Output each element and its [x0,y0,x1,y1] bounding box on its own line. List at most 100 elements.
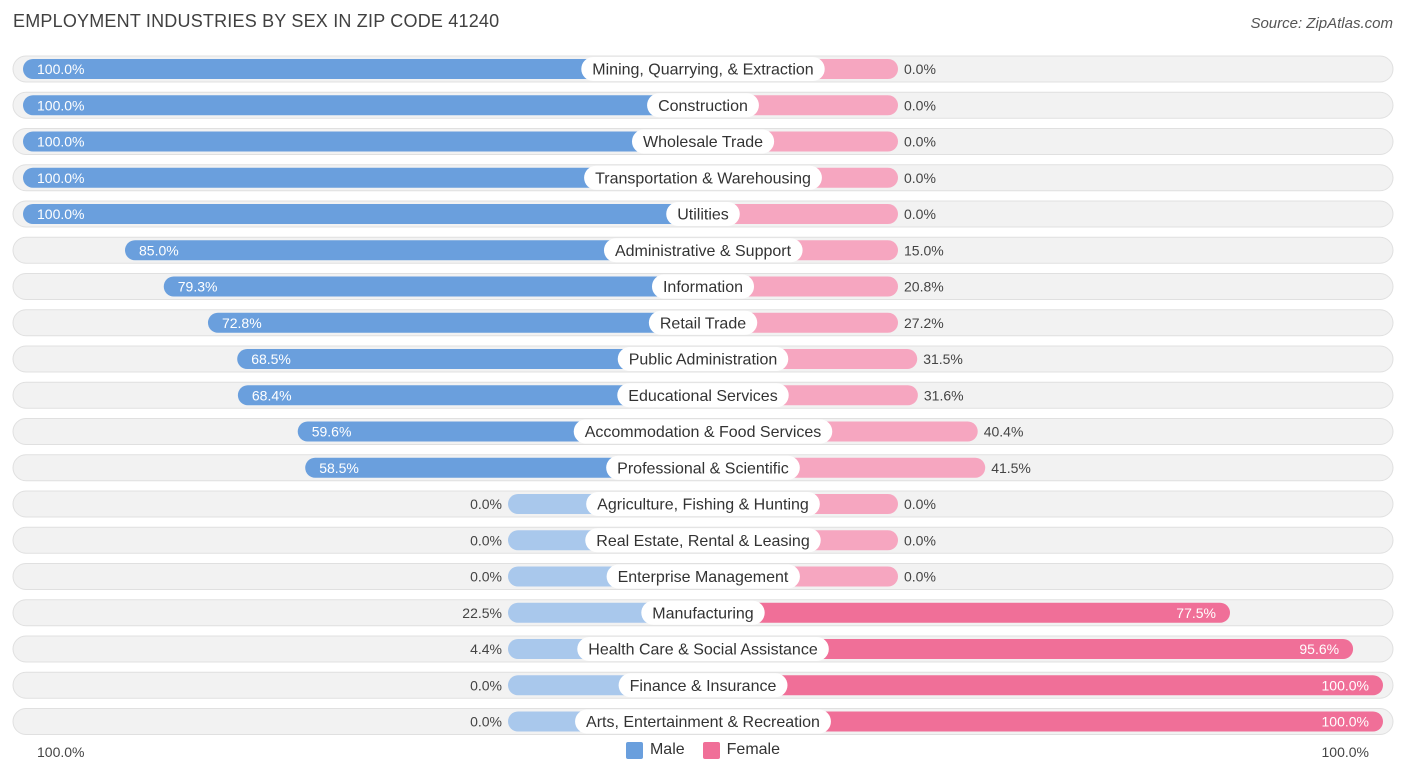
female-value-label: 0.0% [904,532,936,548]
category-label: Utilities [677,207,729,224]
male-value-label: 59.6% [312,424,352,440]
female-value-label: 95.6% [1299,641,1339,657]
male-bar [125,240,703,261]
male-value-label: 0.0% [470,677,502,693]
category-pill [581,57,825,81]
male-bar [305,457,703,478]
male-value-label: 85.0% [139,242,179,258]
category-label: Real Estate, Rental & Leasing [596,533,809,550]
female-value-label: 27.2% [904,315,944,331]
axis-left-label: 100.0% [37,744,85,760]
female-value-label: 0.0% [904,61,936,77]
male-value-label: 0.0% [470,569,502,585]
category-pill [617,383,789,408]
female-bar [703,204,898,224]
category-pill [606,455,800,480]
legend-item-female[interactable]: Female [702,741,781,759]
category-label: Public Administration [629,352,778,369]
male-bar [23,167,703,188]
male-bar [237,349,703,369]
female-value-label: 31.6% [924,387,964,403]
female-value-label: 100.0% [1322,677,1369,693]
legend-item-male[interactable]: Male [625,741,685,759]
female-value-label: 15.0% [904,242,944,258]
male-value-label: 58.5% [319,460,359,476]
category-pill [617,347,789,371]
female-value-label: 0.0% [904,170,936,186]
male-bar [23,95,703,116]
category-label: Administrative & Support [615,243,792,260]
female-value-label: 0.0% [904,496,936,512]
legend-female-label: Female [726,741,781,758]
female-value-label: 100.0% [1322,714,1369,730]
female-bar [703,602,1230,623]
female-swatch [702,741,720,759]
category-pill [577,637,829,661]
category-label: Accommodation & Food Services [585,424,822,441]
male-value-label: 0.0% [470,714,502,730]
category-label: Arts, Entertainment & Recreation [586,714,820,731]
female-value-label: 20.8% [904,279,944,295]
category-pill [573,419,833,444]
male-bar [23,204,703,224]
male-swatch [625,741,643,759]
male-value-label: 68.5% [251,351,291,367]
male-value-label: 100.0% [37,206,84,222]
female-bar [703,675,1383,696]
male-value-label: 4.4% [470,641,502,657]
male-bar [207,312,703,333]
male-bar [23,131,703,152]
female-value-label: 31.5% [923,351,963,367]
category-label: Wholesale Trade [643,134,763,151]
male-bar [237,385,703,406]
male-bar [23,59,703,79]
male-bar [163,276,703,297]
category-pill [586,492,820,516]
category-pill [631,129,775,154]
male-value-label: 0.0% [470,496,502,512]
category-label: Information [663,279,743,296]
female-bar [703,639,1354,659]
category-label: Enterprise Management [618,569,789,586]
category-label: Educational Services [628,388,777,405]
female-value-label: 41.5% [991,460,1031,476]
category-pill [585,528,821,553]
category-label: Health Care & Social Assistance [588,642,818,659]
female-bar [703,711,1383,732]
category-label: Mining, Quarrying, & Extraction [592,62,813,79]
category-label: Construction [658,98,748,115]
female-value-label: 77.5% [1176,605,1216,621]
female-value-label: 0.0% [904,206,936,222]
category-pill [575,709,831,734]
category-label: Manufacturing [652,605,753,622]
category-label: Professional & Scientific [617,460,789,477]
male-value-label: 100.0% [37,134,84,150]
category-pill [606,564,800,589]
category-pill [666,202,740,226]
female-value-label: 0.0% [904,569,936,585]
legend-male-label: Male [649,741,685,758]
category-label: Finance & Insurance [630,678,777,695]
category-pill [618,673,788,698]
chart-title: EMPLOYMENT INDUSTRIES BY SEX IN ZIP CODE… [13,11,500,31]
legend: Male Female [0,741,1406,759]
male-value-label: 79.3% [178,279,218,295]
male-value-label: 100.0% [37,97,84,113]
male-value-label: 68.4% [252,387,292,403]
male-value-label: 22.5% [462,605,502,621]
category-label: Retail Trade [660,315,746,332]
category-label: Agriculture, Fishing & Hunting [597,497,809,514]
source-note: Source: ZipAtlas.com [1250,15,1393,32]
category-pill [647,93,759,118]
category-pill [641,600,765,625]
category-pill [651,274,755,299]
female-value-label: 40.4% [984,424,1024,440]
axis-right-label: 100.0% [1321,744,1369,760]
female-value-label: 0.0% [904,97,936,113]
male-value-label: 100.0% [37,170,84,186]
category-pill [648,310,758,335]
category-label: Transportation & Warehousing [595,170,811,187]
male-value-label: 72.8% [222,315,262,331]
category-pill [603,238,803,263]
